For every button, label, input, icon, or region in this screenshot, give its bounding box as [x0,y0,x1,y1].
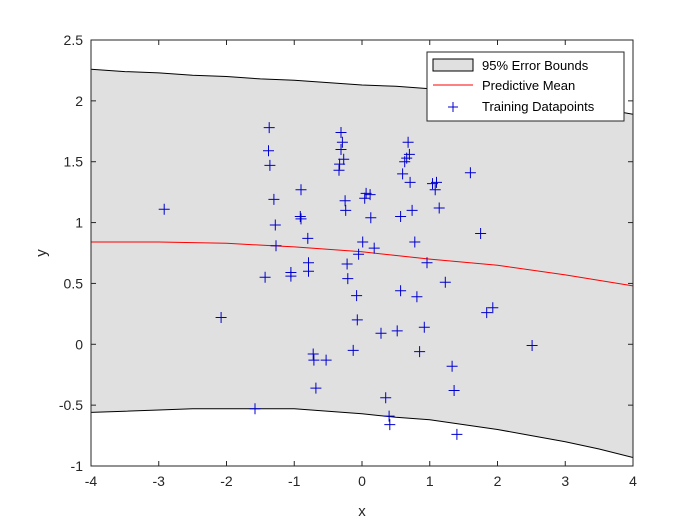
x-tick-label: -2 [220,473,233,489]
predictive-mean-line [91,241,633,287]
y-tick-label: 0 [75,336,83,352]
training-point [270,240,282,252]
training-point [269,219,281,231]
training-point [391,325,403,337]
training-point [308,354,320,366]
x-tick-label: -1 [288,473,301,489]
training-point [268,193,280,205]
training-point [421,257,433,269]
training-point [414,346,426,358]
training-point [395,285,407,297]
training-point [249,403,261,415]
training-point [338,153,350,165]
training-point [431,176,442,188]
training-point [340,204,352,216]
error-band [91,69,633,458]
training-point [397,168,409,180]
training-point [402,136,414,148]
training-point [351,290,363,302]
training-point [158,203,170,215]
x-tick-label: -4 [85,473,98,489]
x-axis-label: x [358,503,366,520]
training-point [368,242,380,254]
training-point [294,211,306,222]
training-point [404,176,416,188]
y-tick-label: -1 [71,458,84,474]
training-point [380,392,392,404]
training-point [448,385,460,396]
x-tick-label: 4 [629,473,637,489]
training-point [446,360,458,372]
x-tick-label: 1 [426,473,434,489]
legend-label-error-bounds: 95% Error Bounds [482,58,589,73]
training-point [285,270,297,282]
training-point [333,164,345,176]
training-point [384,419,396,431]
legend-band-swatch [432,58,474,72]
training-point [409,236,421,248]
training-point [429,184,441,196]
legend: 95% Error Bounds Predictive Mean Trainin… [426,51,625,122]
training-point [302,232,314,244]
training-point [342,273,354,285]
training-point [403,148,415,160]
training-point [418,321,430,333]
training-point [339,195,351,207]
legend-label-predictive-mean: Predictive Mean [482,78,575,93]
x-tick-label: 0 [358,473,366,489]
error-band-lower-edge [91,408,633,458]
y-tick-label: 1 [75,215,83,231]
training-point [307,348,319,360]
training-point [487,302,499,314]
training-point [481,307,493,319]
training-point [406,204,418,216]
training-point [310,382,322,394]
tick-labels: -4 -3 -2 -1 0 1 2 3 4 -1 -0.5 0 0.5 1 1.5 2 2.5 [59,32,637,489]
training-point [259,271,271,283]
training-point [341,258,353,270]
training-point [439,276,451,288]
y-tick-label: 2 [75,93,83,109]
training-point [433,202,445,214]
training-point [263,122,275,134]
training-point [303,265,314,277]
training-point [365,212,377,224]
training-point [411,291,423,303]
training-point [353,248,365,260]
y-tick-label: -0.5 [59,397,83,413]
training-point [295,184,307,196]
plot-content [91,68,633,458]
x-tick-label: 3 [561,473,569,489]
training-point [320,354,332,366]
legend-marker-swatch [448,102,458,112]
legend-label-training-datapoints: Training Datapoints [482,99,595,114]
training-point [375,327,387,339]
training-point [264,159,276,171]
training-point [395,211,407,222]
x-tick-label: -3 [153,473,166,489]
training-point [464,167,476,179]
training-point [336,136,348,148]
training-point [364,189,376,201]
plot-area [91,68,633,458]
y-tick-label: 0.5 [64,275,84,291]
training-point [451,428,463,440]
x-tick-label: 2 [494,473,502,489]
training-point [357,236,369,248]
training-point [263,145,274,157]
y-tick-label: 1.5 [64,154,84,170]
training-point [347,344,359,356]
axes [90,39,634,467]
training-point [383,410,395,422]
y-axis-label: y [33,249,50,257]
training-point [215,312,227,323]
y-tick-label: 2.5 [64,32,84,48]
training-point [526,340,538,351]
training-point [295,213,307,225]
training-point [475,228,487,239]
training-point [351,314,363,326]
training-point [335,127,347,138]
training-point [335,144,347,155]
